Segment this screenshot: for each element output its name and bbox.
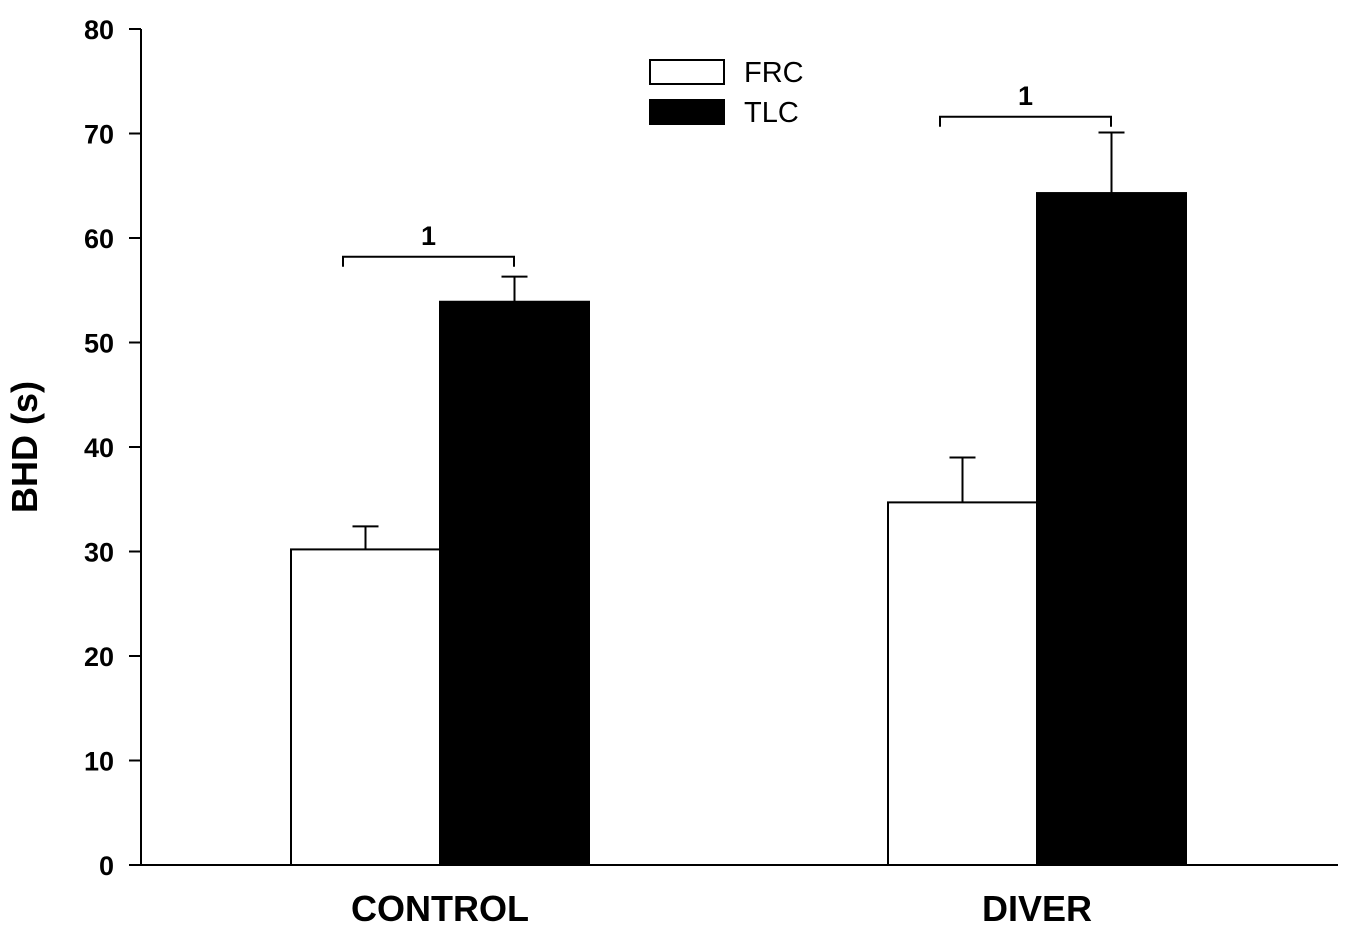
y-tick-label: 20 — [84, 642, 114, 672]
significance-brackets: 11 — [342, 81, 1112, 267]
y-tick-label: 80 — [84, 15, 114, 45]
significance-label: 1 — [1018, 81, 1033, 111]
y-tick-label: 40 — [84, 433, 114, 463]
y-tick-label: 50 — [84, 329, 114, 359]
y-tick-label: 10 — [84, 747, 114, 777]
bar-frc-diver — [887, 501, 1038, 866]
error-bars — [352, 131, 1125, 550]
y-tick-label: 0 — [99, 851, 114, 881]
bars — [290, 192, 1187, 866]
legend-swatch-frc — [649, 59, 725, 85]
bar-tlc-diver — [1036, 192, 1187, 866]
axes: 0 10 20 30 40 50 60 70 80 CONTROL DIVER — [84, 15, 1338, 929]
y-axis-title: BHD (s) — [4, 381, 45, 513]
legend-swatch-tlc — [649, 99, 725, 125]
y-tick-label: 70 — [84, 120, 114, 150]
legend-label-tlc: TLC — [744, 97, 799, 129]
significance-bracket — [939, 115, 1112, 127]
x-category-label: DIVER — [982, 888, 1092, 929]
y-tick-label: 30 — [84, 538, 114, 568]
legend: FRC TLC — [649, 57, 804, 129]
bar-tlc-control — [439, 300, 590, 866]
x-category-label: CONTROL — [351, 888, 529, 929]
significance-bracket — [342, 255, 515, 267]
bar-frc-control — [290, 548, 441, 866]
legend-label-frc: FRC — [744, 57, 804, 89]
y-tick-label: 60 — [84, 224, 114, 254]
significance-label: 1 — [421, 221, 436, 251]
